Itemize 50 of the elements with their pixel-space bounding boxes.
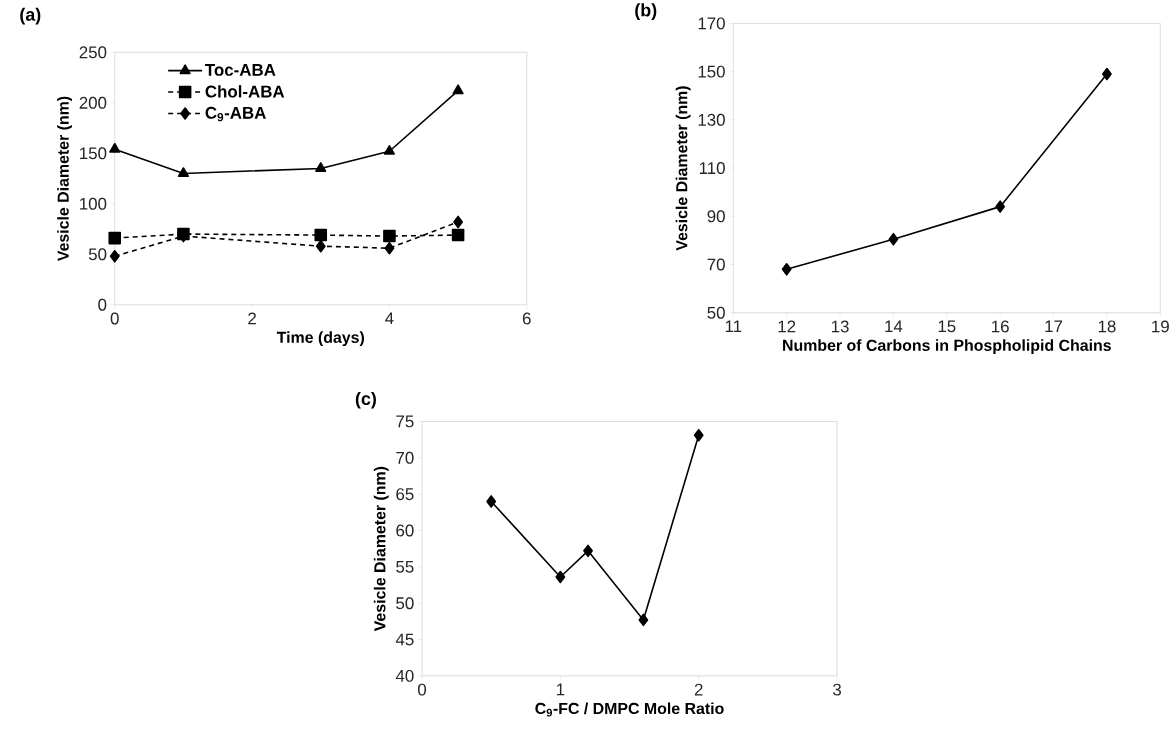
x-tick-label: 2 <box>694 683 703 696</box>
x-axis-title: Number of Carbons in Phospholipid Chains <box>783 339 1111 355</box>
x-tick-label: 0 <box>110 312 119 325</box>
y-tick-label: 170 <box>698 17 725 30</box>
y-tick-label: 130 <box>698 114 725 126</box>
x-axis-title: Time (days) <box>276 331 364 347</box>
x-tick-label: 19 <box>1152 320 1169 333</box>
x-tick-label: 12 <box>778 320 796 333</box>
y-tick-label: 65 <box>396 488 414 501</box>
y-tick-label: 70 <box>396 451 414 464</box>
y-tick-label: 50 <box>88 248 107 261</box>
legend-label: Chol-ABA <box>205 85 285 98</box>
x-tick-label: 6 <box>522 312 531 325</box>
x-axis-title: C$_{9}$-FC / DMPC Mole Ratio <box>535 702 724 717</box>
y-tick-label: 0 <box>98 298 107 311</box>
x-tick-label: 16 <box>992 320 1009 333</box>
y-tick-label: 90 <box>707 210 725 223</box>
y-tick-label: 60 <box>396 524 414 537</box>
y-axis-title: Vesicle Diameter (nm) <box>373 466 389 632</box>
y-tick-label: 45 <box>395 633 414 646</box>
x-tick-label: 1 <box>556 683 565 696</box>
x-tick-label: 11 <box>725 320 742 333</box>
x-tick-label: 15 <box>938 320 956 333</box>
y-tick-label: 70 <box>707 258 725 271</box>
chart-title: (a) <box>20 7 41 25</box>
x-tick-label: 13 <box>831 320 849 333</box>
y-tick-label: 40 <box>395 670 414 682</box>
x-tick-label: 0 <box>417 683 427 696</box>
y-axis-title: Vesicle Diameter (nm) <box>675 86 691 251</box>
legend-label: C$_{9}$-ABA <box>205 107 266 122</box>
chart-title: (b) <box>635 3 657 21</box>
y-tick-label: 75 <box>396 415 414 428</box>
y-tick-label: 110 <box>699 162 725 175</box>
y-tick-label: 150 <box>698 65 725 78</box>
x-tick-label: 3 <box>832 683 841 696</box>
y-tick-label: 50 <box>707 306 725 319</box>
y-tick-label: 150 <box>80 147 107 160</box>
x-tick-label: 18 <box>1098 320 1116 333</box>
y-tick-label: 100 <box>80 197 107 210</box>
x-tick-label: 4 <box>385 312 394 325</box>
y-tick-label: 200 <box>79 96 107 109</box>
y-tick-label: 55 <box>396 561 414 573</box>
x-tick-label: 2 <box>248 312 256 325</box>
x-tick-label: 17 <box>1045 320 1063 333</box>
x-tick-label: 14 <box>885 320 903 333</box>
y-axis-title: Vesicle Diameter (nm) <box>57 96 72 262</box>
chart-title: (c) <box>355 392 376 409</box>
legend-label: Toc-ABA <box>205 64 276 77</box>
y-tick-label: 50 <box>396 597 414 610</box>
y-tick-label: 250 <box>79 46 107 59</box>
